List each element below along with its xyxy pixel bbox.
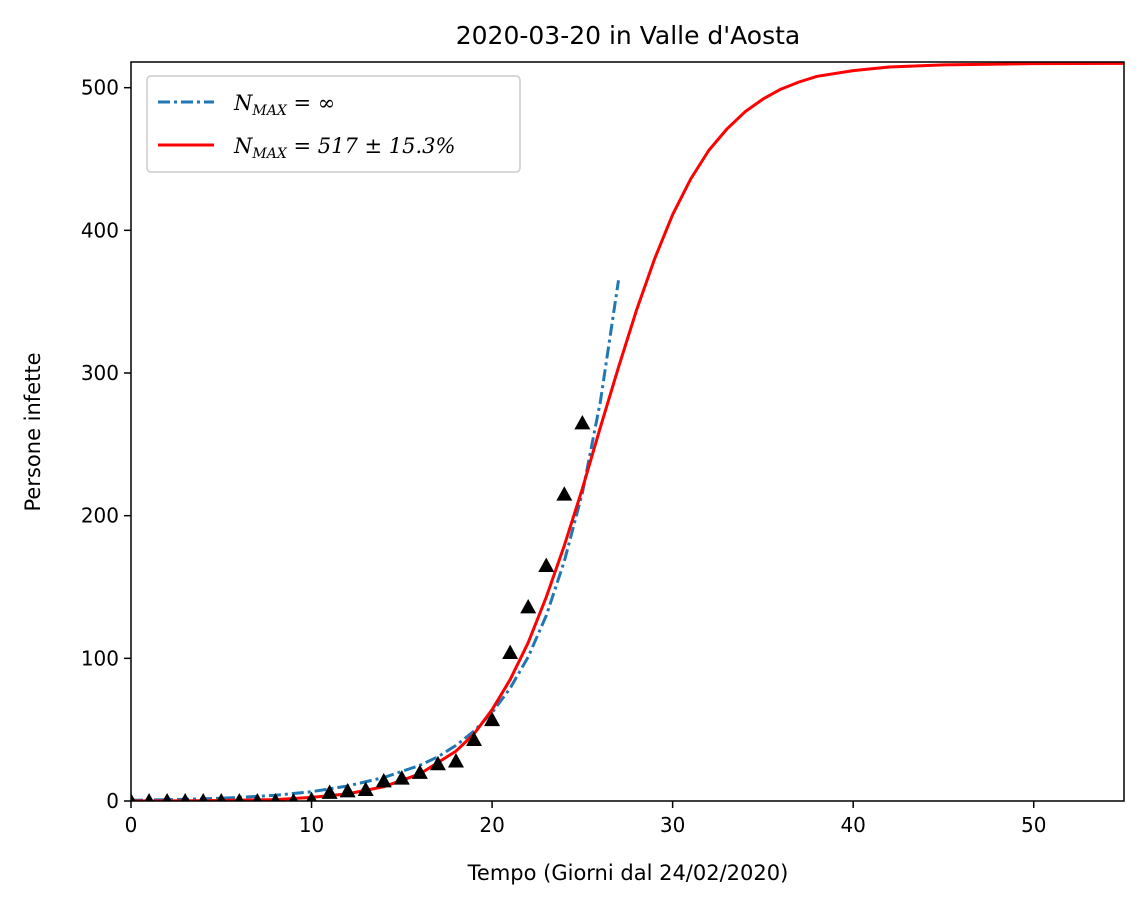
y-axis: 0 100 200 300 400 500 [81,76,131,813]
x-axis-label: Tempo (Giorni dal 24/02/2020) [467,861,789,885]
y-tick-label: 300 [81,361,119,385]
plot-frame [130,61,1125,802]
data-point-marker [198,793,208,801]
data-point-marker [375,773,392,788]
x-tick-label: 40 [840,813,865,837]
data-point-marker [556,486,573,501]
chart-title: 2020-03-20 in Valle d'Aosta [456,21,801,50]
plot-area [131,62,1124,801]
legend-label-exponential: NMAX = ∞ [233,91,335,119]
x-tick-label: 50 [1021,813,1046,837]
data-point-marker [429,755,446,771]
data-point-marker [466,731,483,747]
data-point-marker [162,793,172,801]
data-point-marker [321,784,338,799]
data-point-marker [411,764,428,779]
y-axis-label: Persone infette [21,352,45,511]
legend-label-logistic: NMAX = 517 ± 15.3% [233,134,455,162]
x-tick-label: 20 [479,813,504,837]
data-point-marker [574,414,591,430]
y-tick-label: 200 [81,504,119,528]
y-tick-label: 400 [81,218,119,242]
y-tick-label: 100 [81,646,119,670]
y-tick-label: 500 [81,76,119,100]
data-point-marker [484,711,501,727]
data-point-marker [144,793,154,801]
data-point-marker [502,644,519,660]
data-point-marker [252,793,262,801]
data-point-marker [270,793,280,801]
data-point-marker [520,598,537,614]
data-point-marker [538,557,555,573]
data-point-marker [357,781,374,796]
data-point-marker [447,753,464,768]
data-point-marker [216,793,226,801]
legend: NMAX = ∞ NMAX = 517 ± 15.3% [146,75,521,173]
x-tick-label: 10 [299,813,324,837]
data-point-marker [393,770,410,785]
data-point-marker [289,793,298,801]
series-line-logistic [131,62,1124,801]
x-tick-label: 0 [125,813,138,837]
series-line-exponential [131,280,620,801]
data-point-marker [234,793,244,801]
y-tick-label: 0 [106,789,119,813]
data-point-marker [131,793,136,801]
x-axis: 0 10 20 30 40 50 [125,801,1046,837]
data-point-marker [306,791,317,801]
x-tick-label: 30 [660,813,685,837]
legend-box [146,75,521,173]
data-point-marker [339,783,356,798]
data-point-marker [180,793,190,801]
